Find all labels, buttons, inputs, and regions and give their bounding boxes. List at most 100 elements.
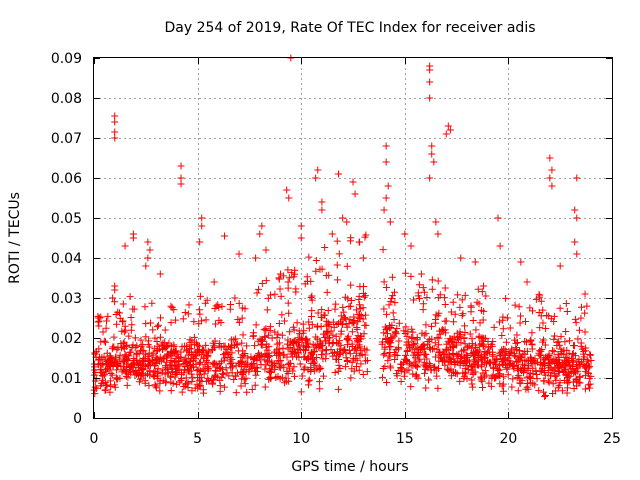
data-point xyxy=(466,330,474,338)
data-point xyxy=(571,315,579,323)
data-point xyxy=(403,347,411,355)
data-point xyxy=(251,381,259,389)
data-point xyxy=(414,344,422,352)
data-point xyxy=(352,349,360,357)
data-point xyxy=(111,128,119,136)
x-tick-label: 15 xyxy=(396,431,414,447)
data-point xyxy=(234,315,242,323)
data-point xyxy=(158,369,166,377)
data-point xyxy=(573,174,581,182)
data-point xyxy=(334,276,342,284)
data-point xyxy=(428,276,436,284)
y-tick-label: 0.09 xyxy=(51,51,82,67)
data-point xyxy=(452,341,460,349)
data-point xyxy=(291,372,299,380)
data-point xyxy=(109,294,117,302)
data-point xyxy=(332,300,340,308)
data-point xyxy=(403,341,411,349)
data-point xyxy=(541,371,549,379)
data-point xyxy=(216,382,224,390)
data-point xyxy=(349,178,357,186)
data-point xyxy=(91,349,99,357)
data-point xyxy=(124,370,132,378)
data-point xyxy=(415,281,423,289)
data-point xyxy=(355,310,363,318)
data-point xyxy=(232,389,240,397)
data-point xyxy=(220,356,228,364)
data-point xyxy=(239,331,247,339)
data-point xyxy=(120,338,128,346)
data-point xyxy=(558,387,566,395)
data-point xyxy=(576,379,584,387)
data-point xyxy=(172,347,180,355)
data-point xyxy=(335,356,343,364)
data-point xyxy=(348,365,356,373)
data-point xyxy=(489,351,497,359)
y-tick-label: 0.06 xyxy=(51,171,82,187)
data-point xyxy=(413,334,421,342)
data-point xyxy=(231,294,239,302)
data-point xyxy=(505,350,513,358)
data-point xyxy=(430,345,438,353)
data-point xyxy=(444,122,452,130)
data-point xyxy=(127,348,135,356)
data-point xyxy=(572,361,580,369)
data-point xyxy=(313,353,321,361)
data-point xyxy=(358,350,366,358)
data-point xyxy=(503,314,511,322)
data-point xyxy=(185,301,193,309)
data-point xyxy=(161,362,169,370)
data-point xyxy=(314,166,322,174)
data-point xyxy=(173,380,181,388)
data-point xyxy=(102,386,110,394)
data-point xyxy=(225,372,233,380)
data-point xyxy=(449,335,457,343)
data-point xyxy=(537,367,545,375)
data-point xyxy=(426,344,434,352)
data-point xyxy=(415,357,423,365)
data-point xyxy=(535,294,543,302)
data-point xyxy=(556,379,564,387)
data-point xyxy=(94,318,102,326)
data-point xyxy=(261,356,269,364)
data-point xyxy=(407,242,415,250)
data-point xyxy=(285,274,293,282)
data-point xyxy=(91,383,99,391)
data-point xyxy=(251,367,259,375)
data-point xyxy=(334,170,342,178)
data-point xyxy=(161,326,169,334)
data-point xyxy=(496,318,504,326)
data-point xyxy=(459,369,467,377)
data-point xyxy=(446,354,454,362)
data-point xyxy=(323,288,331,296)
data-point xyxy=(397,367,405,375)
data-point xyxy=(360,345,368,353)
data-point xyxy=(409,334,417,342)
data-point xyxy=(309,356,317,364)
data-point xyxy=(384,357,392,365)
data-point xyxy=(121,326,129,334)
data-point xyxy=(516,319,524,327)
data-point xyxy=(196,359,204,367)
data-point xyxy=(339,303,347,311)
data-point xyxy=(154,323,162,331)
data-point xyxy=(504,371,512,379)
data-point xyxy=(394,366,402,374)
data-point xyxy=(397,360,405,368)
data-point xyxy=(388,273,396,281)
data-point xyxy=(378,338,386,346)
data-point xyxy=(196,358,204,366)
data-point xyxy=(469,369,477,377)
y-tick-label: 0.01 xyxy=(51,371,82,387)
data-point xyxy=(426,361,434,369)
data-point xyxy=(352,306,360,314)
data-point xyxy=(238,314,246,322)
data-point xyxy=(383,330,391,338)
data-point xyxy=(228,355,236,363)
data-point xyxy=(113,366,121,374)
data-point xyxy=(508,345,516,353)
data-point xyxy=(502,294,510,302)
data-point xyxy=(198,222,206,230)
data-point xyxy=(343,357,351,365)
data-point xyxy=(189,351,197,359)
